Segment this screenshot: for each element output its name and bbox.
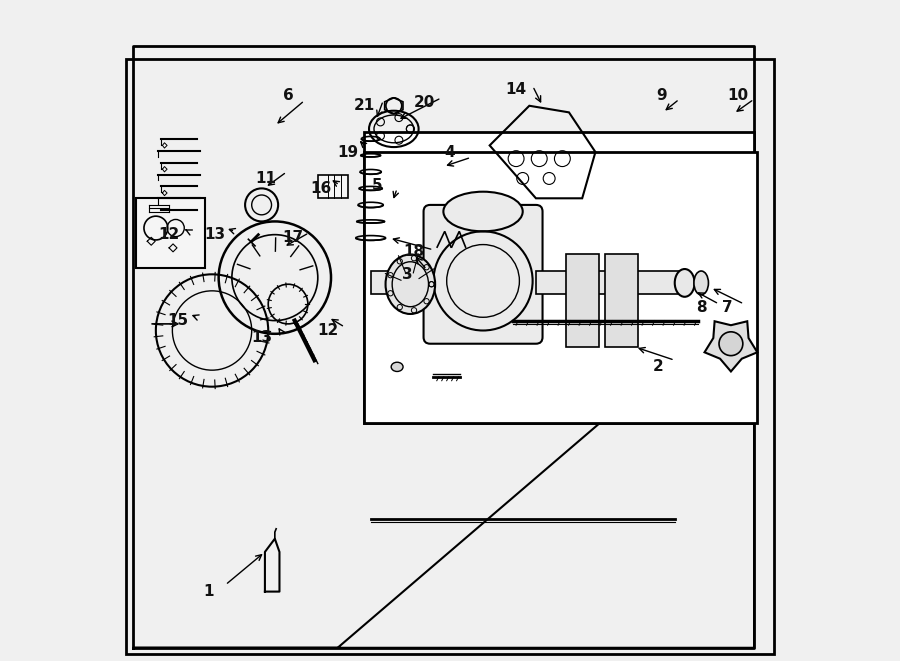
FancyBboxPatch shape xyxy=(371,271,430,294)
Text: 14: 14 xyxy=(506,82,526,97)
Ellipse shape xyxy=(675,269,695,297)
FancyBboxPatch shape xyxy=(566,254,598,347)
Ellipse shape xyxy=(694,271,708,295)
Text: 15: 15 xyxy=(167,313,188,328)
Text: 20: 20 xyxy=(414,95,436,110)
Ellipse shape xyxy=(385,254,435,314)
Text: 19: 19 xyxy=(337,145,358,159)
FancyBboxPatch shape xyxy=(536,271,688,294)
Polygon shape xyxy=(705,321,757,371)
Text: 8: 8 xyxy=(696,300,706,315)
FancyBboxPatch shape xyxy=(126,59,774,654)
FancyBboxPatch shape xyxy=(364,132,754,423)
Text: 12: 12 xyxy=(317,323,338,338)
FancyBboxPatch shape xyxy=(606,254,638,347)
Ellipse shape xyxy=(392,362,403,371)
FancyBboxPatch shape xyxy=(364,152,758,423)
Text: 13: 13 xyxy=(205,227,226,242)
Text: 21: 21 xyxy=(354,98,374,113)
FancyBboxPatch shape xyxy=(136,198,205,268)
Text: 1: 1 xyxy=(203,584,214,599)
FancyBboxPatch shape xyxy=(424,205,543,344)
Text: 13: 13 xyxy=(251,330,272,344)
Text: 17: 17 xyxy=(282,231,303,245)
FancyBboxPatch shape xyxy=(318,175,347,198)
Text: 6: 6 xyxy=(283,89,293,103)
Text: 3: 3 xyxy=(401,267,412,282)
Text: 2: 2 xyxy=(652,360,663,374)
Circle shape xyxy=(719,332,742,356)
Text: 12: 12 xyxy=(158,227,180,242)
Text: 4: 4 xyxy=(445,145,455,159)
Text: 11: 11 xyxy=(256,171,276,186)
Ellipse shape xyxy=(444,192,523,231)
Text: 10: 10 xyxy=(727,89,748,103)
Text: 18: 18 xyxy=(403,244,424,258)
Text: 5: 5 xyxy=(372,178,382,192)
Text: 7: 7 xyxy=(723,300,733,315)
Text: 9: 9 xyxy=(656,89,667,103)
Text: 16: 16 xyxy=(310,181,332,196)
